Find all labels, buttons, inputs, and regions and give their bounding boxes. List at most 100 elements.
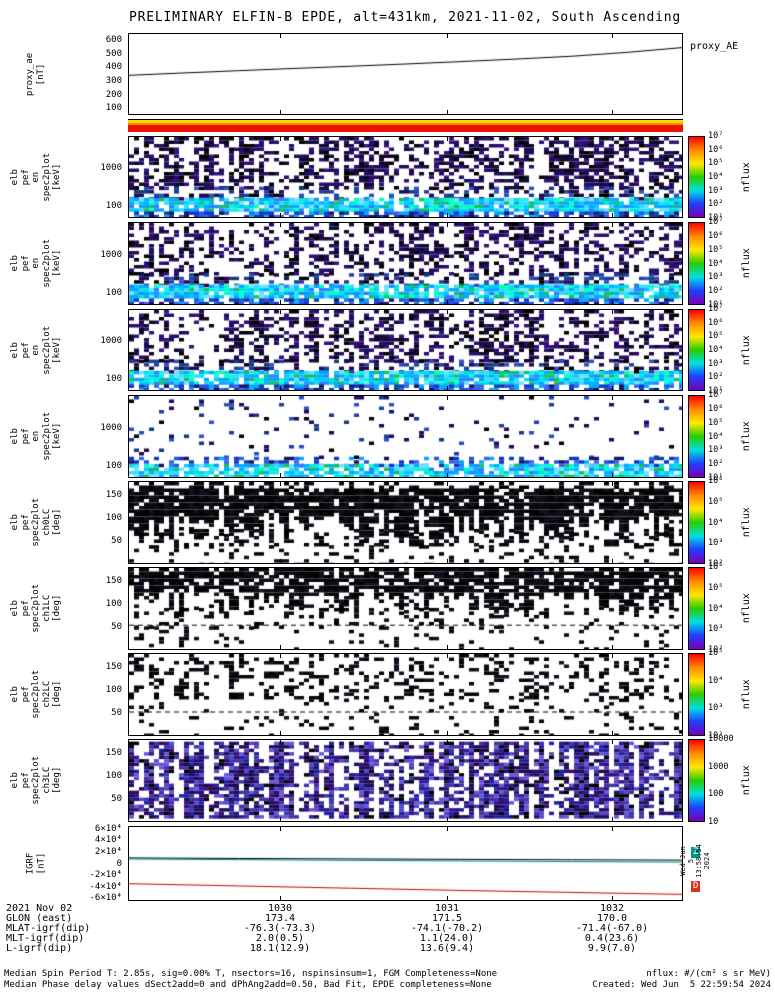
- colorbar-tick-label: 10⁴: [708, 604, 724, 614]
- x-tick-mark: [447, 110, 448, 114]
- y-tick-label: 500: [105, 49, 122, 59]
- y-tick-label: 1000: [100, 250, 122, 260]
- colorbar-ch1: [688, 567, 705, 650]
- axis-row-value: 13.6(9.4): [419, 943, 475, 954]
- colorbar-tick-label: 10⁶: [708, 562, 724, 572]
- x-tick-mark: [280, 110, 281, 114]
- y-tick-label: 0: [116, 859, 122, 869]
- x-tick-mark: [280, 654, 281, 658]
- y-tick-label: 6×10⁴: [94, 824, 122, 834]
- colorbar-tick-label: 10⁵: [708, 245, 724, 255]
- colorbar-en0: [688, 136, 705, 218]
- x-tick-mark: [612, 645, 613, 649]
- colorbar-tick-label: 10³: [708, 359, 724, 369]
- colorbar-tick-label: 10⁴: [708, 172, 724, 182]
- axis-row-value: 1.1(24.0): [419, 933, 475, 944]
- x-tick-mark: [612, 817, 613, 821]
- panel-canvas-ch1: [129, 568, 682, 649]
- colorbar-ch3: [688, 739, 705, 822]
- axis-row-value: 170.0: [596, 913, 628, 924]
- x-tick-mark: [612, 137, 613, 141]
- y-tick-label: 4×10⁴: [94, 835, 122, 845]
- x-tick-mark: [612, 740, 613, 744]
- y-tick-label: 100: [105, 771, 122, 781]
- colorbar-ch2: [688, 653, 705, 736]
- x-tick-mark: [447, 827, 448, 831]
- x-tick-mark: [280, 34, 281, 38]
- colorbar-tick-label: 10⁵: [708, 158, 724, 168]
- colorbar-tick-label: 10⁶: [708, 476, 724, 486]
- colorbar-tick-label: 10²: [708, 645, 724, 655]
- colorbar-tick-label: 10³: [708, 538, 724, 548]
- panel-left-label-text: elb pef spec2plot ch3LC [deg]: [9, 756, 62, 805]
- x-tick-mark: [612, 482, 613, 486]
- panel-canvas-proxy_ae: [129, 34, 682, 114]
- x-tick-mark: [280, 568, 281, 572]
- panel-canvas-en1: [129, 223, 682, 304]
- time-tick-label: 1030: [267, 903, 293, 914]
- colorbar-tick-label: 10²: [708, 559, 724, 569]
- panel-left-label: elb pef en spec2plot [keV]: [0, 309, 72, 391]
- colorbar-axis-label: nflux: [737, 309, 757, 391]
- panel-left-label-text: elb pef spec2plot ch1LC [deg]: [9, 584, 62, 633]
- axis-row-value: 9.9(7.0): [587, 943, 637, 954]
- x-tick-mark: [280, 896, 281, 900]
- x-tick-mark: [612, 654, 613, 658]
- panel-en1: [128, 222, 683, 305]
- x-tick-mark: [280, 223, 281, 227]
- y-tick-label: 100: [105, 288, 122, 298]
- axis-row-value: -71.4(-67.0): [575, 923, 649, 934]
- axis-row-label: MLT-igrf(dip): [6, 933, 85, 944]
- y-tick-label: 100: [105, 461, 122, 471]
- colorbar-tick-label: 10⁴: [708, 518, 724, 528]
- time-tick-label: 1032: [599, 903, 625, 914]
- panel-left-label: elb pef en spec2plot [keV]: [0, 395, 72, 478]
- y-tick-label: -6×10⁴: [89, 893, 122, 903]
- y-tick-label: 300: [105, 76, 122, 86]
- colorbar-tick-label: 10⁴: [708, 432, 724, 442]
- x-tick-mark: [612, 386, 613, 390]
- x-tick-mark: [280, 740, 281, 744]
- colorbar-tick-label: 10⁵: [708, 497, 724, 507]
- panel-canvas-ch2: [129, 654, 682, 735]
- igrf-marker-z: Z: [691, 847, 701, 858]
- x-tick-mark: [280, 731, 281, 735]
- colorbar-tick-label: 10⁴: [708, 676, 724, 686]
- panel-left-label: elb pef spec2plot ch2LC [deg]: [0, 653, 72, 736]
- colorbar-axis-label-text: nflux: [740, 421, 752, 452]
- panel-left-label-text: elb pef en spec2plot [keV]: [9, 412, 62, 461]
- y-tick-label: 50: [111, 794, 122, 804]
- x-tick-mark: [280, 213, 281, 217]
- colorbar-tick-label: 10¹: [708, 386, 724, 396]
- panel-left-label-text: elb pef en spec2plot [keV]: [9, 152, 62, 202]
- y-tick-label: 1000: [100, 336, 122, 346]
- colorbar-en3: [688, 395, 705, 478]
- date-label: 2021 Nov 02: [6, 903, 73, 914]
- colorbar-tick-label: 10³: [708, 186, 724, 196]
- panel-canvas-en3: [129, 396, 682, 477]
- x-tick-mark: [280, 137, 281, 141]
- x-tick-mark: [447, 740, 448, 744]
- panel-left-label-text: elb pef spec2plot ch2LC [deg]: [9, 670, 62, 719]
- panel-ch3: [128, 739, 683, 822]
- x-tick-mark: [280, 386, 281, 390]
- x-tick-mark: [447, 654, 448, 658]
- colorbar-axis-label: nflux: [737, 481, 757, 564]
- panel-ch0: [128, 481, 683, 564]
- x-tick-mark: [447, 300, 448, 304]
- axis-row-value: -76.3(-73.3): [243, 923, 317, 934]
- x-tick-mark: [447, 896, 448, 900]
- panel-left-label: elb pef en spec2plot [keV]: [0, 222, 72, 305]
- colorbar-tick-label: 10⁶: [708, 145, 724, 155]
- panel-left-label-text: proxy_ae [nT]: [25, 52, 46, 96]
- footer-line-2: Median Phase delay values dSect2add=0 an…: [4, 980, 492, 990]
- colorbar-axis-label: nflux: [737, 567, 757, 650]
- panel-left-label: elb pef spec2plot ch0LC [deg]: [0, 481, 72, 564]
- y-tick-label: 400: [105, 62, 122, 72]
- axis-row-label: GLON (east): [6, 913, 73, 924]
- y-tick-label: 1000: [100, 163, 122, 173]
- panel-canvas-en0: [129, 137, 682, 217]
- colorbar-tick-label: 10⁷: [708, 131, 724, 141]
- colorbar-axis-label-text: nflux: [740, 334, 752, 366]
